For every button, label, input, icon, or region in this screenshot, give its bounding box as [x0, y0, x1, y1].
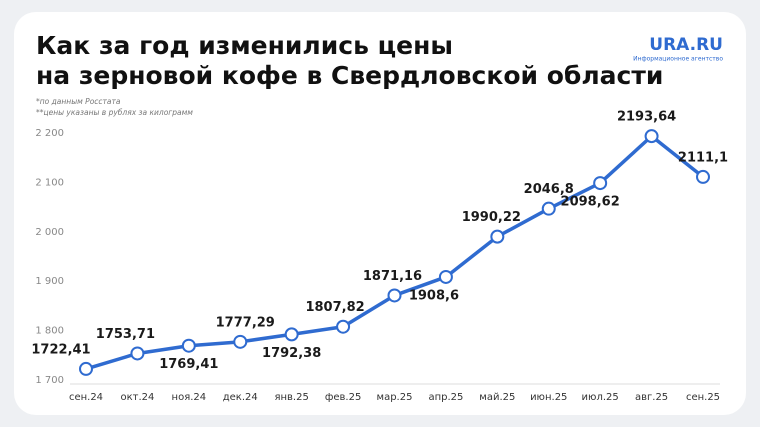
- point: [696, 169, 710, 184]
- point: [336, 319, 351, 334]
- chart-title: на зерновой кофе в Свердловской области: [36, 61, 663, 90]
- note: *по данным Росстата: [36, 97, 121, 106]
- value-label: 2098,62: [561, 195, 620, 210]
- point: [233, 334, 248, 349]
- x-tick-label: июл.25: [582, 392, 619, 403]
- value-label: 1807,82: [305, 300, 364, 315]
- logo-subtitle: Информационное агентство: [633, 56, 723, 63]
- x-tick-label: сен.24: [69, 392, 103, 403]
- point: [644, 129, 659, 144]
- x-tick-label: май.25: [479, 392, 515, 403]
- value-label: 1769,41: [159, 357, 218, 372]
- x-tick-label: дек.24: [223, 392, 258, 403]
- x-tick-label: авг.25: [635, 392, 668, 403]
- y-tick-label: 2 200: [35, 128, 64, 139]
- point: [284, 327, 299, 342]
- point: [181, 338, 196, 353]
- value-label: 2046,8: [524, 182, 574, 197]
- x-tick-label: ноя.24: [172, 392, 207, 403]
- value-label: 1871,16: [363, 269, 422, 284]
- point: [79, 361, 93, 376]
- chart-title: Как за год изменились цены: [36, 31, 453, 60]
- value-label: 1990,22: [462, 210, 521, 225]
- y-tick-label: 2 100: [35, 177, 64, 188]
- card: [14, 12, 746, 415]
- value-label: 1908,6: [409, 288, 459, 303]
- x-tick-label: сен.25: [686, 392, 720, 403]
- x-tick-label: фев.25: [325, 392, 362, 403]
- value-label: 1722,41: [31, 342, 90, 357]
- value-label: 1777,29: [216, 315, 275, 330]
- y-tick-label: 1 700: [35, 375, 64, 386]
- value-label: 2111,1: [678, 150, 728, 165]
- x-tick-label: апр.25: [428, 392, 463, 403]
- x-tick-label: мар.25: [377, 392, 413, 403]
- logo: URA.RU: [649, 35, 723, 55]
- point: [387, 288, 402, 303]
- x-tick-label: окт.24: [120, 392, 154, 403]
- x-tick-label: июн.25: [530, 392, 567, 403]
- y-tick-label: 2 000: [35, 227, 64, 238]
- point: [130, 346, 145, 361]
- value-label: 2193,64: [617, 110, 676, 125]
- note: **цены указаны в рублях за килограмм: [36, 108, 193, 117]
- point: [438, 269, 453, 284]
- point: [541, 201, 556, 216]
- value-label: 1792,38: [262, 346, 321, 361]
- point: [593, 176, 608, 191]
- y-tick-label: 1 800: [35, 326, 64, 337]
- x-tick-label: янв.25: [274, 392, 308, 403]
- y-tick-label: 1 900: [35, 276, 64, 287]
- value-label: 1753,71: [96, 327, 155, 342]
- point: [490, 229, 505, 244]
